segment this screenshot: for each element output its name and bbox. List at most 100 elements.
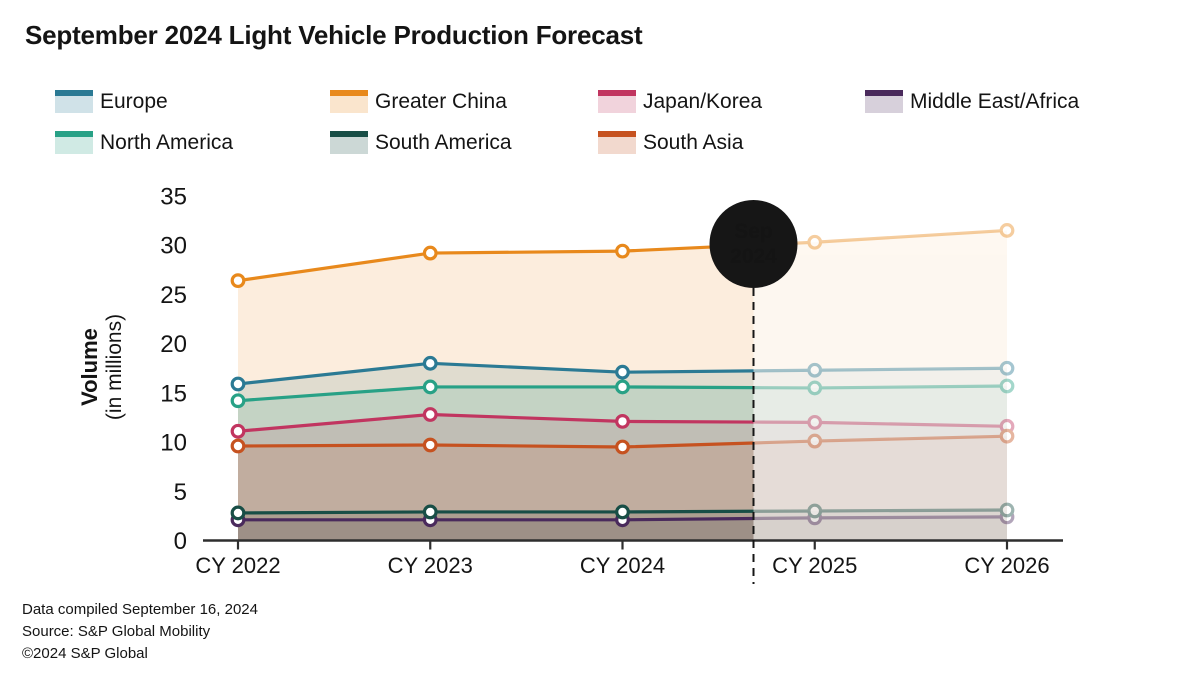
legend-swatch-fill [55,95,93,113]
x-tick-label: CY 2026 [964,553,1049,578]
x-tick-label: CY 2024 [580,553,665,578]
legend-item-north-america: North America [55,130,233,154]
legend-swatch-fill [55,136,93,154]
marker-greater-china-cy-2025 [807,234,823,250]
series-area-forecast-middle-east-africa [753,516,1007,541]
legend-swatch-line [865,89,903,96]
marker-north-america-cy-2024 [615,379,630,395]
marker-south-asia-cy-2022 [230,438,246,454]
legend-swatch-fill [598,136,636,154]
footer-copyright-text: ©2024 S&P Global [22,645,148,662]
series-line-middle-east-africa [238,516,754,522]
badge-line1: Sep [734,220,773,243]
marker-greater-china-cy-2024 [615,243,630,259]
marker-europe-cy-2024 [615,364,630,380]
series-area-forecast-japan-korea [753,422,1007,541]
legend-label: Greater China [375,89,507,113]
axes: CY 2022 CY 2023 CY 2024 CY 2025 CY 2026 0 5 10 1… [77,183,1063,578]
legend-swatch-icon [598,89,636,113]
series-area-europe [238,363,754,541]
legend-swatch-fill [598,95,636,113]
series-line-south-america [237,509,754,515]
marker-south-asia-cy-2026 [999,428,1015,444]
legend-label: Europe [100,89,168,113]
legend-item-japan-korea: Japan/Korea [598,89,762,113]
series-line-forecast-middle-east-africa [753,515,1008,521]
legend-label: Middle East/Africa [910,89,1080,113]
marker-north-america-cy-2023 [422,379,438,395]
y-axis-subtitle: (in millions) [103,314,126,420]
x-tick-label: CY 2023 [388,553,473,578]
marker-greater-china-cy-2026 [999,223,1015,238]
marker-south-america-cy-2022 [230,505,246,521]
marker-japan-korea-cy-2024 [615,413,630,429]
series-line-forecast-north-america [753,384,1008,390]
y-tick-label: 5 [174,479,187,506]
chart-svg: CY 2022 CY 2023 CY 2024 CY 2025 CY 2026 0 5 10 1… [77,183,1063,584]
y-axis-title: Volume [77,328,102,406]
legend-swatch-icon [865,89,903,113]
y-tick-label: 15 [160,380,187,407]
marker-middle-east-africa-cy-2026 [999,509,1015,525]
legend-swatch-icon [55,89,93,113]
series-area-forecast-north-america [753,385,1007,541]
legend-item-south-america: South America [330,130,512,154]
legend-item-south-asia: South Asia [598,130,743,154]
legend-swatch-fill [865,95,903,113]
marker-north-america-cy-2026 [999,378,1015,394]
legend-swatch-icon [598,130,636,154]
areas-forecast [753,230,1007,541]
series-area-forecast-south-asia [753,436,1007,541]
legend-swatch-line [55,89,93,96]
marker-japan-korea-cy-2026 [999,418,1015,434]
legend-item-middle-east-africa: Middle East/Africa [865,89,1079,113]
legend-swatch-fill [330,136,368,154]
marker-europe-cy-2023 [422,355,438,371]
sep-2024-badge [709,200,798,288]
areas-actual [238,245,754,541]
y-tick-label: 20 [160,331,187,358]
marker-japan-korea-cy-2025 [807,414,823,430]
marker-south-america-cy-2025 [807,503,823,519]
legend-swatch-line [55,130,93,137]
legend-label: Japan/Korea [643,89,763,113]
series-line-japan-korea [237,412,754,433]
marker-japan-korea-cy-2022 [230,423,246,439]
y-tick-label: 10 [160,430,187,457]
lines-actual [230,243,754,528]
series-line-north-america [237,385,754,403]
chart-area: CY 2022 CY 2023 CY 2024 CY 2025 CY 2026 0 5 10 1… [0,170,1200,606]
legend-swatch-line [598,89,636,96]
legend: Europe Greater China Japan/Korea Middle Eas… [0,0,1200,170]
series-line-forecast-south-america [753,508,1008,513]
series-line-forecast-europe [753,366,1008,373]
series-area-forecast-south-america [753,509,1007,541]
page-title: September 2024 Light Vehicle Production … [25,20,643,50]
legend-swatch-line [330,130,368,137]
legend-swatch-fill [330,95,368,113]
marker-south-america-cy-2023 [422,504,438,520]
series-area-forecast-europe [753,368,1007,541]
legend-label: North America [100,130,234,154]
marker-greater-china-cy-2022 [230,273,246,289]
legend-swatch-icon [330,89,368,113]
series-area-south-asia [238,442,754,541]
series-line-south-asia [237,441,754,449]
legend-label: South America [375,130,512,154]
marker-south-asia-cy-2024 [615,439,630,455]
lines-forecast [753,223,1015,526]
marker-south-america-cy-2026 [999,502,1015,518]
footer-source-text: Source: S&P Global Mobility [22,623,211,640]
footer-compiled-text: Data compiled September 16, 2024 [22,601,258,618]
series-line-greater-china [237,243,754,283]
marker-middle-east-africa-cy-2025 [807,510,823,526]
legend-label: South Asia [643,130,744,154]
legend-swatch-icon [330,130,368,154]
x-tick-label: CY 2022 [195,553,280,578]
y-tick-label: 35 [160,183,187,210]
y-tick-label: 25 [160,282,187,309]
marker-europe-cy-2022 [230,376,246,392]
legend-swatch-line [330,89,368,96]
